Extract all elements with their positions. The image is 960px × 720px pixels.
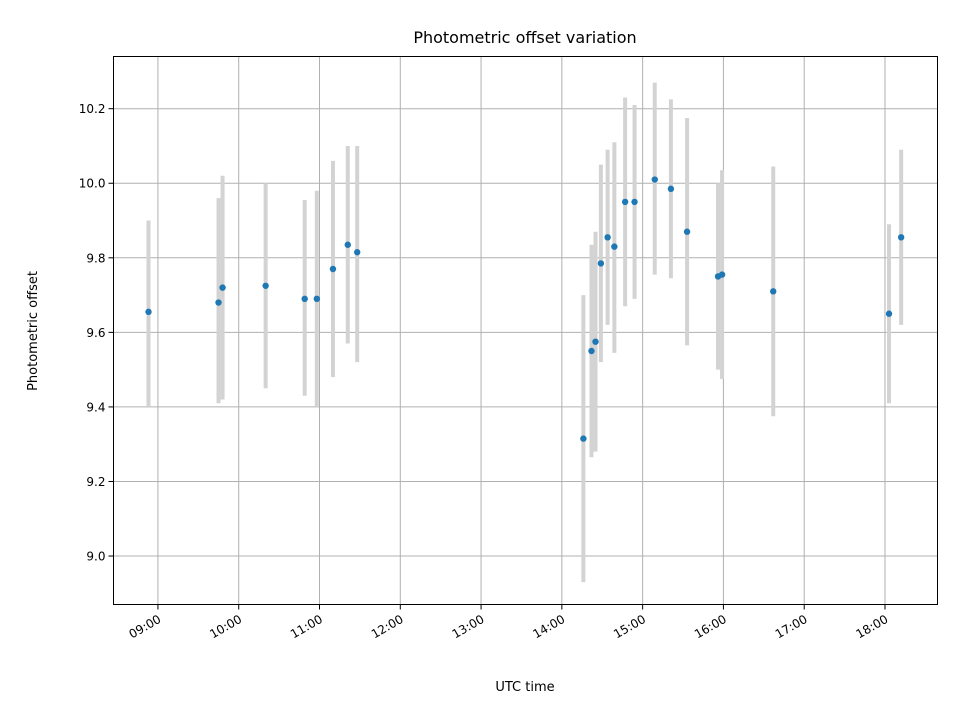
data-point <box>604 234 611 241</box>
data-point <box>219 284 226 291</box>
chart-title: Photometric offset variation <box>413 28 636 47</box>
data-points <box>145 176 905 442</box>
data-point <box>592 338 599 345</box>
data-point <box>313 295 321 303</box>
x-tick-label: 13:00 <box>450 612 487 641</box>
y-axis-label: Photometric offset <box>26 271 41 391</box>
plot-frame <box>113 56 938 605</box>
data-point <box>262 282 269 289</box>
data-point <box>580 435 587 442</box>
x-tick-label: 17:00 <box>773 612 810 641</box>
x-axis-ticks: 09:00 10:00 11:00 12:00 13:00 14:00 15:00 16:00… <box>126 604 891 641</box>
data-point <box>145 308 152 316</box>
data-point <box>770 288 777 295</box>
x-tick-label: 09:00 <box>126 612 163 641</box>
y-tick-label: 9.4 <box>86 400 105 414</box>
data-point <box>215 299 222 306</box>
x-tick-label: 14:00 <box>530 612 567 641</box>
data-point <box>301 295 308 303</box>
y-tick-label: 10.0 <box>79 177 106 191</box>
data-point <box>683 228 691 235</box>
y-tick-label: 9.8 <box>86 251 105 265</box>
x-axis-label: UTC time <box>495 680 554 695</box>
data-point <box>329 265 337 273</box>
y-tick-label: 10.2 <box>79 102 106 116</box>
data-point <box>667 185 675 193</box>
x-tick-label: 18:00 <box>854 612 891 641</box>
x-tick-label: 11:00 <box>288 612 325 641</box>
y-axis-ticks: 9.0 9.2 9.4 9.6 9.8 10.0 10.2 <box>79 102 114 564</box>
y-tick-label: 9.2 <box>86 475 105 489</box>
grid <box>113 56 938 605</box>
x-tick-label: 12:00 <box>369 612 406 641</box>
x-tick-label: 16:00 <box>692 612 729 641</box>
data-point <box>611 243 618 250</box>
data-point <box>588 347 595 355</box>
data-point <box>885 310 893 317</box>
data-point <box>597 260 605 267</box>
data-point <box>718 271 726 278</box>
data-point <box>353 249 361 256</box>
x-tick-label: 10:00 <box>207 612 244 641</box>
data-point <box>631 198 638 206</box>
data-point <box>344 241 351 248</box>
data-point <box>621 198 629 206</box>
y-tick-label: 9.0 <box>86 550 105 564</box>
data-point <box>897 234 905 241</box>
y-tick-label: 9.6 <box>86 326 105 340</box>
data-point <box>651 176 658 183</box>
x-tick-label: 15:00 <box>611 612 648 641</box>
